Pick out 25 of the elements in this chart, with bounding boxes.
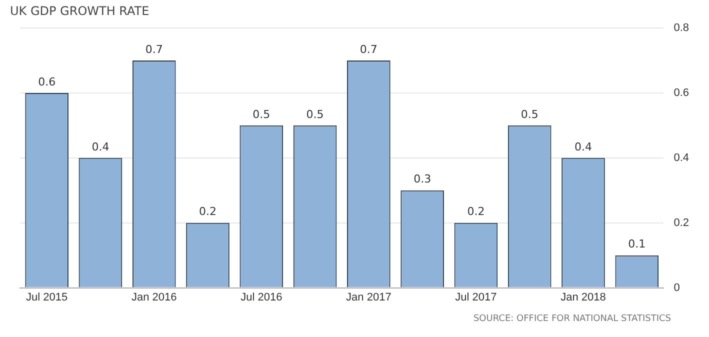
data-label: 0.2 <box>467 205 485 218</box>
x-tick-label: Jul 2015 <box>26 291 68 304</box>
chart-title: UK GDP GROWTH RATE <box>10 4 150 18</box>
data-label: 0.7 <box>145 42 163 56</box>
data-label: 0.2 <box>199 205 216 218</box>
x-tick-label: Jan 2018 <box>560 291 606 304</box>
x-tick-label: Jan 2016 <box>131 291 177 304</box>
data-label: 0.6 <box>38 75 56 88</box>
x-tick-label: Jul 2016 <box>240 291 282 304</box>
data-label: 0.7 <box>360 42 378 56</box>
data-label: 0.1 <box>628 238 646 251</box>
data-label: 0.5 <box>252 108 270 121</box>
y-tick-label: 0 <box>674 282 680 294</box>
y-tick-label: 0.8 <box>674 22 690 34</box>
source-note: SOURCE: OFFICE FOR NATIONAL STATISTICS <box>473 314 671 324</box>
data-label: 0.5 <box>520 108 538 121</box>
data-label: 0.5 <box>306 108 324 121</box>
data-label: 0.4 <box>92 140 110 154</box>
y-tick-label: 0.2 <box>674 216 690 229</box>
y-tick-label: 0.6 <box>674 86 690 99</box>
y-tick-label: 0.4 <box>674 152 690 164</box>
data-label: 0.4 <box>574 140 592 154</box>
data-label: 0.3 <box>414 172 432 186</box>
x-tick-label: Jul 2017 <box>455 291 497 304</box>
x-tick-label: Jan 2017 <box>346 291 392 304</box>
